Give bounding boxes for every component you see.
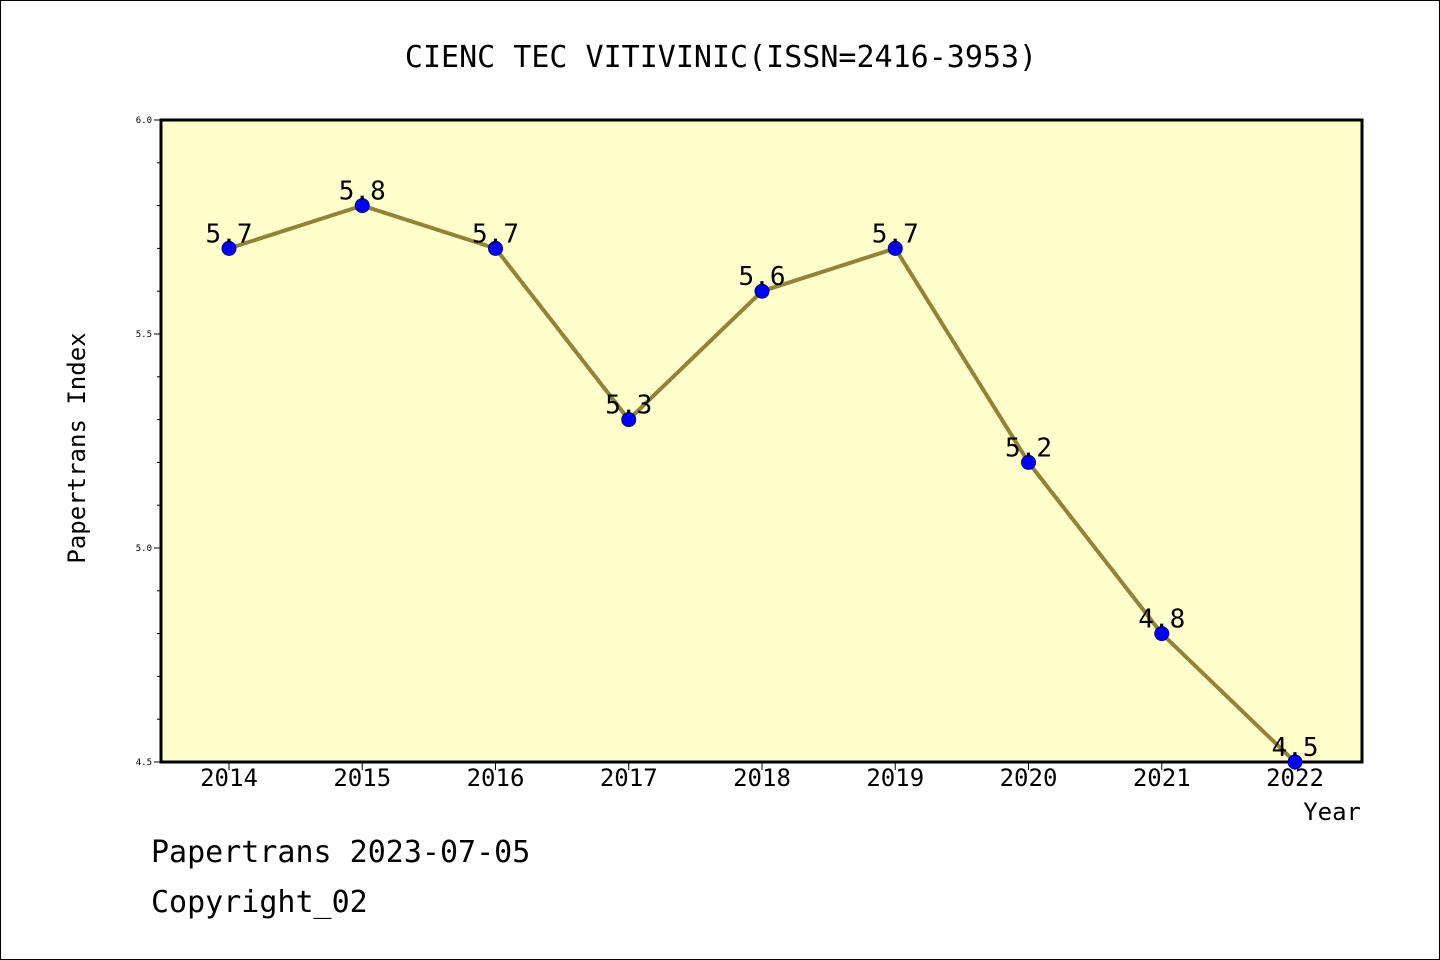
data-point (354, 198, 370, 214)
data-point (1021, 454, 1036, 470)
data-point (221, 240, 237, 256)
data-point (488, 240, 503, 256)
data-label: 5.8 (339, 177, 386, 207)
data-point (1154, 626, 1170, 642)
x-tick-label: 2016 (467, 764, 525, 792)
y-tick-label: 6.0 (136, 116, 152, 126)
x-tick-label: 2018 (733, 764, 791, 792)
data-label: 5.2 (1005, 433, 1052, 463)
data-point (621, 412, 637, 428)
footer-date: Papertrans 2023-07-05 (151, 835, 531, 870)
y-axis-title: Papertrans Index (63, 332, 91, 563)
data-label: 4.5 (1272, 733, 1319, 763)
data-point (754, 283, 770, 299)
x-tick-label: 2020 (1000, 764, 1058, 792)
chart-title: CIENC TEC VITIVINIC(ISSN=2416-3953) (405, 40, 1037, 75)
x-tick-label: 2017 (600, 764, 658, 792)
data-labels: 5.7 5.8 5.7 5.3 5.6 5.7 5.2 4.8 4.5 (206, 177, 1319, 763)
data-point (1287, 754, 1303, 770)
x-tick-label: 2015 (333, 764, 391, 792)
footer-copyright: Copyright_02 (151, 885, 368, 920)
data-label: 5.7 (872, 219, 919, 249)
x-axis: 2014 2015 2016 2017 2018 2019 2020 2021 2022 (200, 762, 1324, 792)
y-axis: 4.5 5.0 5.5 6.0 (136, 116, 161, 768)
series-layer (221, 198, 1303, 770)
y-tick-label: 4.5 (136, 758, 152, 768)
x-axis-title: Year (1303, 798, 1361, 826)
x-tick-label: 2021 (1133, 764, 1191, 792)
data-label: 5.7 (206, 219, 253, 249)
data-label: 5.7 (472, 219, 519, 249)
x-tick-label: 2019 (866, 764, 924, 792)
x-tick-label: 2014 (200, 764, 258, 792)
data-label: 5.6 (739, 262, 786, 292)
data-point (887, 240, 903, 256)
y-tick-label: 5.5 (136, 330, 152, 340)
plot-area (159, 118, 1364, 764)
y-tick-label: 5.0 (136, 544, 152, 554)
data-label: 5.3 (605, 391, 652, 421)
data-label: 4.8 (1138, 605, 1185, 635)
